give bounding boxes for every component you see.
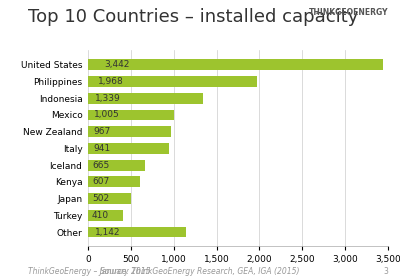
Bar [88,126,171,137]
Text: 502: 502 [92,194,109,203]
Text: ThinkGeoEnergy – January 2015: ThinkGeoEnergy – January 2015 [28,267,150,276]
Bar [88,143,169,154]
Text: Top 10 Countries – installed capacity: Top 10 Countries – installed capacity [28,8,358,26]
Bar [88,93,203,104]
Text: 1,339: 1,339 [96,94,121,103]
Bar [88,59,383,70]
Bar [88,176,140,187]
Text: 941: 941 [94,144,111,153]
Bar [88,193,131,204]
Bar [88,227,186,237]
Bar [88,160,145,171]
Text: 1,142: 1,142 [95,228,120,237]
Text: 967: 967 [94,127,111,136]
Bar [88,76,257,87]
Text: 3,442: 3,442 [104,60,130,69]
Text: 665: 665 [92,161,110,170]
Bar [88,109,174,120]
Text: 607: 607 [92,177,110,186]
Text: 410: 410 [92,211,108,220]
Text: 3: 3 [383,267,388,276]
Text: Source: ThinkGeoEnergy Research, GEA, IGA (2015): Source: ThinkGeoEnergy Research, GEA, IG… [100,267,300,276]
Text: 1,005: 1,005 [94,110,120,120]
Bar [88,210,123,221]
Text: 1,968: 1,968 [98,77,124,86]
Text: THINKGEOENERGY: THINKGEOENERGY [308,8,388,17]
